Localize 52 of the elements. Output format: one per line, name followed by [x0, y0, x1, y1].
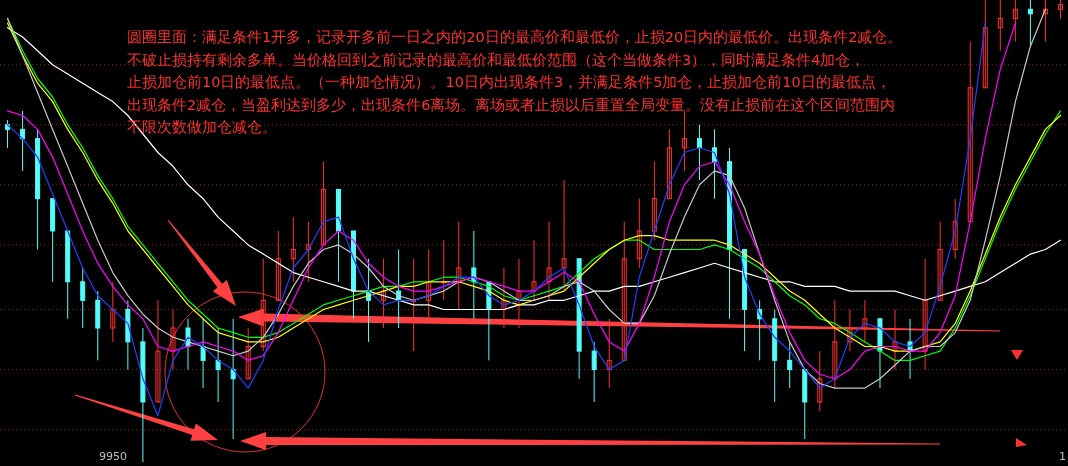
- annotation: 出现条件2减仓，当盈利达到多少，出现条件6离场。离场或者止损以后重置全局变量。没有止损前在这个区间范围内: [127, 96, 896, 113]
- candlestick: [275, 230, 281, 301]
- candlestick: [20, 110, 26, 172]
- annotation: 圆圈里面：满足条件1开多，记录开多前一日之内的20日的最高价和最低价，止损20日内的最低价。出现条件2减仓。: [127, 29, 903, 45]
- candlestick: [847, 309, 853, 352]
- candlestick: [636, 198, 642, 269]
- candlestick: [892, 309, 898, 371]
- candlestick: [952, 198, 958, 260]
- candlestick: [862, 299, 868, 343]
- candlestick: [787, 341, 793, 389]
- candlestick: [1057, 0, 1063, 19]
- candlestick: [200, 318, 206, 389]
- candlestick: [1027, 0, 1033, 47]
- candlestick: [80, 267, 86, 329]
- candlestick: [561, 179, 567, 292]
- candlestick: [1012, 0, 1018, 43]
- candlestick: [5, 119, 11, 149]
- candlestick: [381, 258, 387, 329]
- candlestick: [696, 124, 702, 181]
- candlestick: [982, 0, 988, 89]
- candlestick: [666, 128, 672, 200]
- candlestick: [832, 299, 838, 389]
- candlestick: [501, 267, 507, 329]
- annotation: 止损加仓前10日的最低点。（一种加仓情况）。10日内出现条件3，并满足条件5加仓，止损加仓前10日的最低点，: [127, 74, 891, 90]
- candlestick: [1042, 0, 1048, 43]
- candlestick: [546, 221, 552, 301]
- candlestick: [245, 327, 251, 380]
- candlestick: [170, 309, 176, 371]
- candlestick: [305, 221, 311, 283]
- candlestick: [426, 248, 432, 320]
- annotation: 9950: [99, 450, 127, 463]
- candlestick: [621, 221, 627, 361]
- candlestick: [591, 341, 597, 403]
- candlestick: [937, 221, 943, 301]
- candlestick: [967, 41, 973, 223]
- candlestick: [531, 239, 537, 301]
- candlestick: [817, 350, 823, 412]
- candlestick: [260, 258, 266, 352]
- candlestick: [922, 258, 928, 371]
- annotation: 不破止损持有剩余多单。当价格回到之前记录的最高价和最低价范围（这个当做条件3），同时满足条件4加仓，: [127, 51, 866, 68]
- candlestick: [155, 299, 161, 403]
- candlestick: [320, 161, 326, 246]
- candlestick: [215, 327, 221, 403]
- candlestick: [997, 0, 1003, 52]
- candlestick: [651, 161, 657, 241]
- candlestick: [516, 258, 522, 329]
- candlestick: [681, 110, 687, 172]
- candlestick: [290, 216, 296, 283]
- candlestick: [606, 318, 612, 389]
- candlestick: [110, 281, 116, 343]
- annotation: 1: [1059, 450, 1066, 463]
- candlestick: [456, 221, 462, 311]
